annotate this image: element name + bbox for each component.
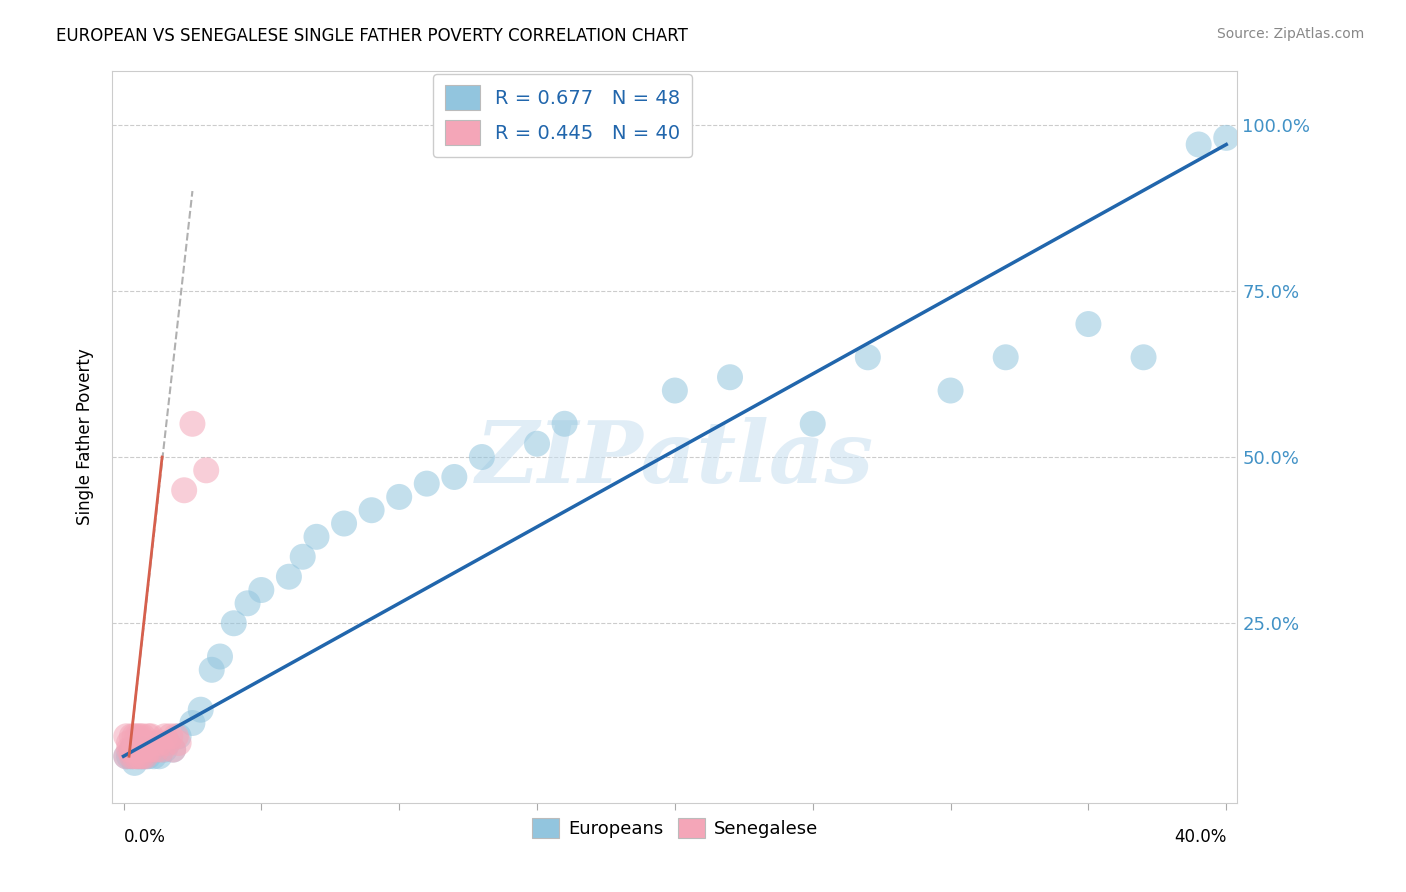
Point xyxy=(162,742,184,756)
Point xyxy=(132,749,155,764)
Point xyxy=(222,616,245,631)
Point xyxy=(443,470,465,484)
Point xyxy=(471,450,494,464)
Point xyxy=(132,742,155,756)
Point xyxy=(994,351,1017,365)
Point xyxy=(121,742,143,756)
Text: Source: ZipAtlas.com: Source: ZipAtlas.com xyxy=(1216,27,1364,41)
Point xyxy=(135,736,157,750)
Point xyxy=(127,742,149,756)
Point xyxy=(132,749,155,764)
Point xyxy=(153,729,176,743)
Point xyxy=(142,736,165,750)
Point xyxy=(127,749,149,764)
Point xyxy=(139,742,162,756)
Text: EUROPEAN VS SENEGALESE SINGLE FATHER POVERTY CORRELATION CHART: EUROPEAN VS SENEGALESE SINGLE FATHER POV… xyxy=(56,27,688,45)
Point xyxy=(153,742,176,756)
Point xyxy=(167,736,190,750)
Point xyxy=(129,742,152,756)
Point xyxy=(132,729,155,743)
Point xyxy=(121,729,143,743)
Point xyxy=(118,736,141,750)
Point xyxy=(132,742,155,756)
Point xyxy=(201,663,224,677)
Point xyxy=(121,749,143,764)
Point xyxy=(124,729,146,743)
Point xyxy=(127,729,149,743)
Point xyxy=(718,370,741,384)
Point xyxy=(162,742,184,756)
Point xyxy=(1188,137,1211,152)
Point xyxy=(195,463,218,477)
Point xyxy=(416,476,439,491)
Point xyxy=(124,749,146,764)
Point xyxy=(148,749,170,764)
Point xyxy=(129,729,152,743)
Point xyxy=(181,716,204,731)
Point xyxy=(181,417,204,431)
Point xyxy=(129,736,152,750)
Point xyxy=(1077,317,1099,331)
Point xyxy=(277,570,299,584)
Point xyxy=(129,749,152,764)
Point xyxy=(145,742,167,756)
Point xyxy=(159,729,181,743)
Point xyxy=(135,749,157,764)
Point xyxy=(135,749,157,764)
Point xyxy=(167,729,190,743)
Point xyxy=(115,729,138,743)
Point xyxy=(139,742,162,756)
Point xyxy=(127,749,149,764)
Point xyxy=(136,742,159,756)
Point xyxy=(121,749,143,764)
Point xyxy=(156,736,179,750)
Point xyxy=(173,483,195,498)
Point xyxy=(148,736,170,750)
Point xyxy=(526,436,548,450)
Point xyxy=(1215,131,1237,145)
Point xyxy=(124,756,146,770)
Point xyxy=(136,749,159,764)
Text: ZIPatlas: ZIPatlas xyxy=(475,417,875,500)
Point xyxy=(554,417,576,431)
Text: 40.0%: 40.0% xyxy=(1174,829,1226,847)
Point xyxy=(136,729,159,743)
Point xyxy=(115,749,138,764)
Point xyxy=(132,736,155,750)
Legend: Europeans, Senegalese: Europeans, Senegalese xyxy=(524,811,825,845)
Point xyxy=(142,749,165,764)
Point xyxy=(127,742,149,756)
Point xyxy=(118,749,141,764)
Point xyxy=(291,549,314,564)
Point xyxy=(856,351,879,365)
Point xyxy=(333,516,356,531)
Point xyxy=(939,384,962,398)
Point xyxy=(145,742,167,756)
Point xyxy=(250,582,273,597)
Point xyxy=(129,749,152,764)
Point xyxy=(139,729,162,743)
Point xyxy=(664,384,686,398)
Point xyxy=(156,736,179,750)
Point xyxy=(115,749,138,764)
Point xyxy=(1132,351,1154,365)
Point xyxy=(121,742,143,756)
Y-axis label: Single Father Poverty: Single Father Poverty xyxy=(76,349,94,525)
Point xyxy=(190,703,212,717)
Point xyxy=(118,742,141,756)
Point xyxy=(360,503,382,517)
Point xyxy=(208,649,231,664)
Point xyxy=(236,596,259,610)
Point xyxy=(305,530,328,544)
Point xyxy=(124,742,146,756)
Text: 0.0%: 0.0% xyxy=(124,829,166,847)
Point xyxy=(165,729,187,743)
Point xyxy=(388,490,411,504)
Point xyxy=(150,742,173,756)
Point xyxy=(801,417,824,431)
